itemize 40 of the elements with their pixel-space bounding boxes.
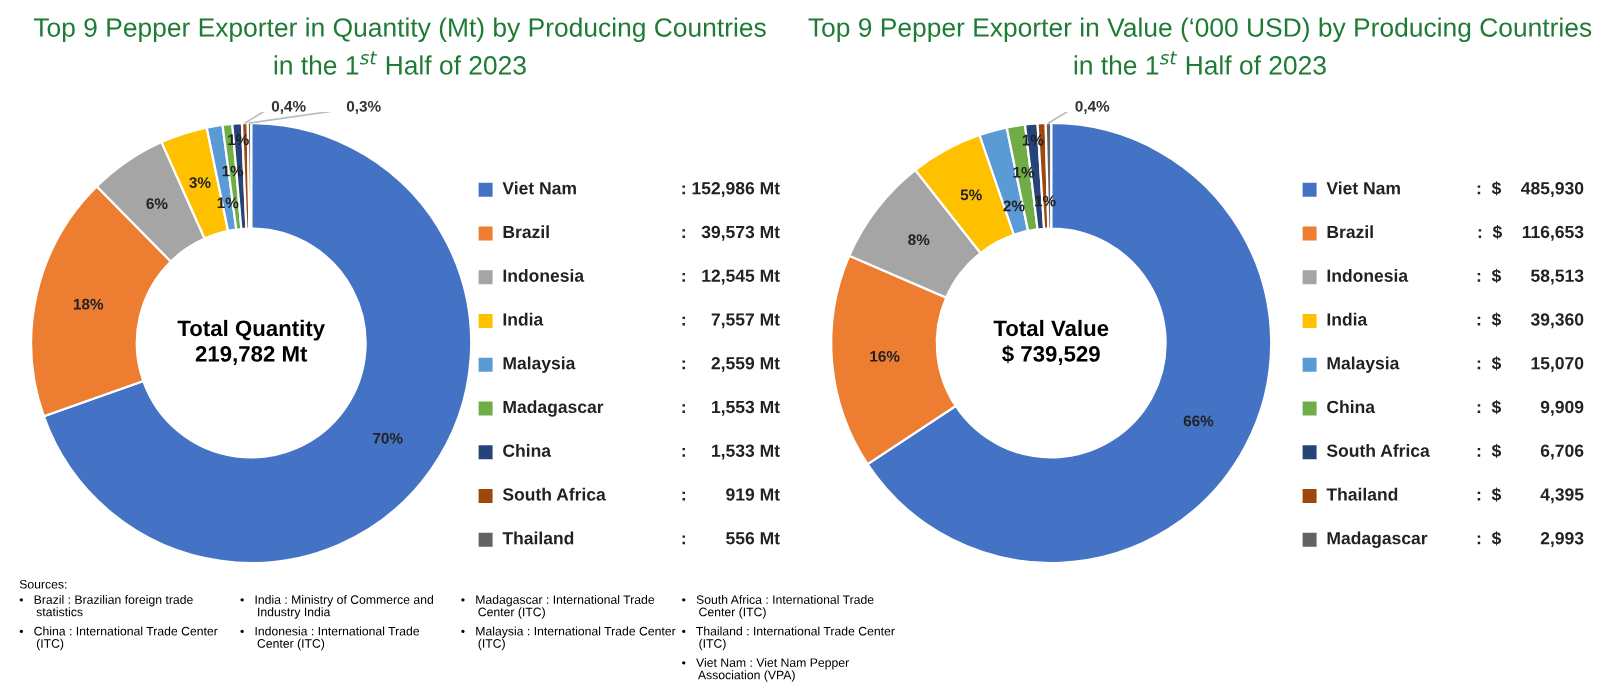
text: Total Value $ 739,529: [993, 319, 1109, 365]
legend-label: Madagascar: [1327, 531, 1428, 548]
text: : 1,553 Mt: [682, 400, 780, 416]
legend-label: Indonesia: [503, 269, 585, 282]
legend-label: China: [503, 444, 552, 457]
chart-title: Top 9 Pepper Exporter in Quantity (Mt) by Producing Countries in the 1$^{st}$ Half of 2023: [33, 17, 766, 75]
text: : $ 15,070: [1477, 356, 1584, 372]
legend-label: India: [503, 312, 544, 326]
text: : $ 39,360: [1477, 312, 1584, 329]
legend-label: Malaysia: [1327, 356, 1400, 373]
text: : $ 116,653: [1478, 224, 1584, 241]
text: : $ 58,513: [1477, 268, 1584, 285]
legend-label: China: [1327, 400, 1376, 414]
text: : 556 Mt: [682, 532, 780, 545]
legend-label: Madagascar: [503, 400, 604, 417]
legend-label: Thailand: [1326, 487, 1398, 501]
text: : 2,559 Mt: [682, 357, 780, 372]
legend-label: Indonesia: [1327, 269, 1409, 282]
text: : 39,573 Mt: [682, 225, 780, 241]
legend-label: Thailand: [502, 531, 574, 545]
legend-label: Viet Nam: [1326, 181, 1400, 195]
legend-label: South Africa: [1326, 444, 1430, 457]
text: : $ 6,706: [1477, 443, 1584, 460]
text: : $ 4,395: [1477, 487, 1584, 504]
legend-label: South Africa: [502, 487, 606, 501]
text: : 7,557 Mt: [682, 313, 780, 329]
text: : $ 9,909: [1477, 399, 1584, 416]
text: : 152,986 Mt: [682, 182, 780, 197]
text: : $ 485,930: [1477, 181, 1584, 197]
legend-label: Brazil: [503, 225, 549, 239]
text: : 12,545 Mt: [682, 269, 780, 285]
text: : $ 2,993: [1477, 531, 1584, 547]
legend-label: India: [1327, 312, 1368, 326]
text: : 919 Mt: [682, 488, 780, 501]
legend-label: Malaysia: [503, 356, 576, 373]
legend-label: Brazil: [1327, 225, 1373, 239]
legend-label: Viet Nam: [502, 181, 576, 195]
text: : 1,533 Mt: [682, 444, 780, 460]
text: Total Quantity 219,782 Mt: [177, 319, 325, 365]
chart-title: Top 9 Pepper Exporter in Value (‘000 USD) by Producing Countries in the 1$^{st}$ Half of 2023: [808, 17, 1592, 75]
